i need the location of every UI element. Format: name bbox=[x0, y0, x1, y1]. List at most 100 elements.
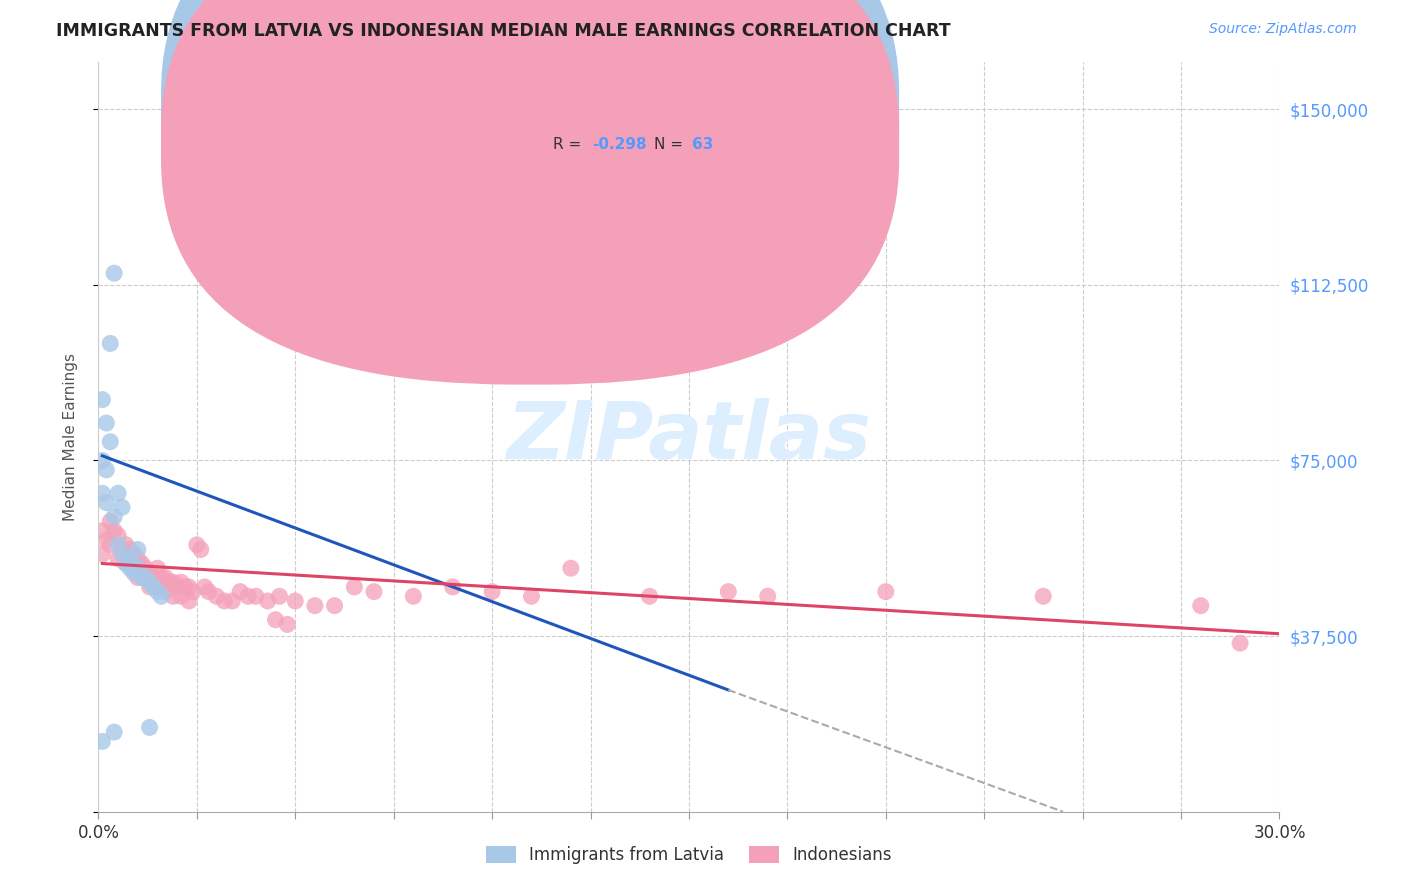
Point bbox=[103, 524, 125, 538]
Point bbox=[190, 542, 212, 557]
FancyBboxPatch shape bbox=[162, 0, 900, 384]
Point bbox=[127, 571, 149, 585]
Point bbox=[122, 566, 145, 580]
Point bbox=[135, 571, 157, 585]
Point bbox=[98, 514, 121, 528]
Point bbox=[256, 594, 278, 608]
Point bbox=[96, 416, 118, 430]
Point bbox=[146, 584, 169, 599]
Text: -0.298: -0.298 bbox=[592, 137, 647, 153]
Point bbox=[142, 580, 165, 594]
Point bbox=[142, 571, 165, 585]
Text: -0.354: -0.354 bbox=[592, 100, 647, 115]
Text: IMMIGRANTS FROM LATVIA VS INDONESIAN MEDIAN MALE EARNINGS CORRELATION CHART: IMMIGRANTS FROM LATVIA VS INDONESIAN MED… bbox=[56, 22, 950, 40]
Point bbox=[118, 542, 141, 557]
Point bbox=[111, 547, 134, 561]
Point bbox=[245, 590, 267, 604]
Point bbox=[717, 584, 740, 599]
Point bbox=[875, 584, 897, 599]
Point bbox=[186, 538, 208, 552]
Point bbox=[98, 434, 121, 449]
Point bbox=[111, 542, 134, 557]
Point bbox=[197, 584, 219, 599]
Point bbox=[96, 533, 118, 547]
Point bbox=[122, 561, 145, 575]
Point bbox=[170, 575, 193, 590]
Point bbox=[111, 500, 134, 515]
Point bbox=[181, 584, 204, 599]
Point bbox=[343, 580, 366, 594]
Point bbox=[402, 590, 425, 604]
Point bbox=[91, 486, 114, 500]
Point bbox=[103, 725, 125, 739]
Point bbox=[91, 734, 114, 748]
Text: Source: ZipAtlas.com: Source: ZipAtlas.com bbox=[1209, 22, 1357, 37]
Point bbox=[122, 547, 145, 561]
Point bbox=[150, 590, 173, 604]
FancyBboxPatch shape bbox=[162, 0, 900, 347]
Point bbox=[146, 580, 169, 594]
Point bbox=[115, 538, 138, 552]
Point bbox=[205, 590, 228, 604]
Point bbox=[229, 584, 252, 599]
Text: 29: 29 bbox=[693, 100, 714, 115]
Point bbox=[162, 575, 184, 590]
Point bbox=[127, 561, 149, 575]
Point bbox=[150, 571, 173, 585]
Point bbox=[1189, 599, 1212, 613]
Point bbox=[1032, 590, 1054, 604]
Point bbox=[98, 336, 121, 351]
Point bbox=[115, 557, 138, 571]
Point bbox=[157, 575, 180, 590]
Point bbox=[127, 551, 149, 566]
Point bbox=[756, 590, 779, 604]
Point bbox=[96, 496, 118, 510]
Point bbox=[363, 584, 385, 599]
Point bbox=[520, 590, 543, 604]
Point bbox=[146, 561, 169, 575]
Point bbox=[103, 509, 125, 524]
Text: R =: R = bbox=[553, 100, 586, 115]
Point bbox=[107, 538, 129, 552]
Point bbox=[138, 580, 160, 594]
Point bbox=[221, 594, 243, 608]
Point bbox=[135, 561, 157, 575]
Point bbox=[98, 538, 121, 552]
Point bbox=[138, 575, 160, 590]
Legend: Immigrants from Latvia, Indonesians: Immigrants from Latvia, Indonesians bbox=[479, 839, 898, 871]
Point bbox=[91, 524, 114, 538]
Point bbox=[103, 266, 125, 280]
Point bbox=[118, 551, 141, 566]
Point bbox=[155, 571, 177, 585]
Point bbox=[115, 557, 138, 571]
Point bbox=[177, 594, 200, 608]
Point bbox=[1229, 636, 1251, 650]
Point bbox=[264, 613, 287, 627]
Point bbox=[107, 551, 129, 566]
Point bbox=[214, 594, 236, 608]
Point bbox=[107, 528, 129, 542]
Point bbox=[91, 547, 114, 561]
Text: N =: N = bbox=[654, 137, 688, 153]
Point bbox=[177, 580, 200, 594]
Point bbox=[138, 566, 160, 580]
Point bbox=[269, 590, 291, 604]
Point bbox=[131, 571, 153, 585]
Point bbox=[107, 486, 129, 500]
Point bbox=[162, 590, 184, 604]
Point bbox=[236, 590, 259, 604]
Point bbox=[174, 580, 197, 594]
Point bbox=[276, 617, 298, 632]
Text: R =: R = bbox=[553, 137, 586, 153]
Point bbox=[638, 590, 661, 604]
FancyBboxPatch shape bbox=[501, 81, 772, 175]
Point bbox=[170, 590, 193, 604]
Point bbox=[284, 594, 307, 608]
Point bbox=[91, 453, 114, 467]
Point bbox=[441, 580, 464, 594]
Point bbox=[155, 584, 177, 599]
Point bbox=[560, 561, 582, 575]
Point bbox=[91, 392, 114, 407]
Point bbox=[166, 580, 188, 594]
Text: ZIPatlas: ZIPatlas bbox=[506, 398, 872, 476]
